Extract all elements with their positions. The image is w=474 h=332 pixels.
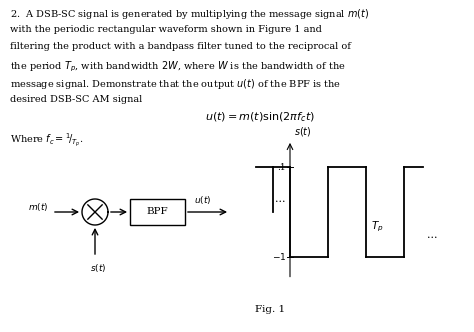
Text: 2.  A DSB-SC signal is generated by multiplying the message signal $m(t)$: 2. A DSB-SC signal is generated by multi… bbox=[10, 7, 369, 21]
Text: BPF: BPF bbox=[146, 208, 168, 216]
Bar bbox=[130, 199, 185, 225]
Text: ...: ... bbox=[427, 229, 438, 239]
Text: .1: .1 bbox=[277, 162, 286, 172]
Text: $s(t)$: $s(t)$ bbox=[90, 262, 106, 274]
Text: the period $T_p$, with bandwidth $2W$, where $W$ is the bandwidth of the: the period $T_p$, with bandwidth $2W$, w… bbox=[10, 59, 346, 74]
Text: Fig. 1: Fig. 1 bbox=[255, 305, 285, 314]
Text: desired DSB-SC AM signal: desired DSB-SC AM signal bbox=[10, 95, 142, 104]
Text: $-1$: $-1$ bbox=[272, 252, 286, 263]
Text: with the periodic rectangular waveform shown in Figure 1 and: with the periodic rectangular waveform s… bbox=[10, 25, 322, 34]
Text: message signal. Demonstrate that the output $u(t)$ of the BPF is the: message signal. Demonstrate that the out… bbox=[10, 77, 341, 91]
Text: $u(t) = m(t)\sin(2\pi f_c t)$: $u(t) = m(t)\sin(2\pi f_c t)$ bbox=[205, 110, 315, 124]
Text: filtering the product with a bandpass filter tuned to the reciprocal of: filtering the product with a bandpass fi… bbox=[10, 42, 351, 51]
Text: $T_p$: $T_p$ bbox=[371, 220, 383, 234]
Text: $s(t)$: $s(t)$ bbox=[294, 125, 311, 138]
Text: Where $f_c = {}^1\!/_{T_p}$.: Where $f_c = {}^1\!/_{T_p}$. bbox=[10, 131, 83, 149]
Text: $u(t)$: $u(t)$ bbox=[194, 194, 212, 206]
Text: $m(t)$: $m(t)$ bbox=[28, 201, 48, 213]
Text: ...: ... bbox=[275, 194, 286, 204]
